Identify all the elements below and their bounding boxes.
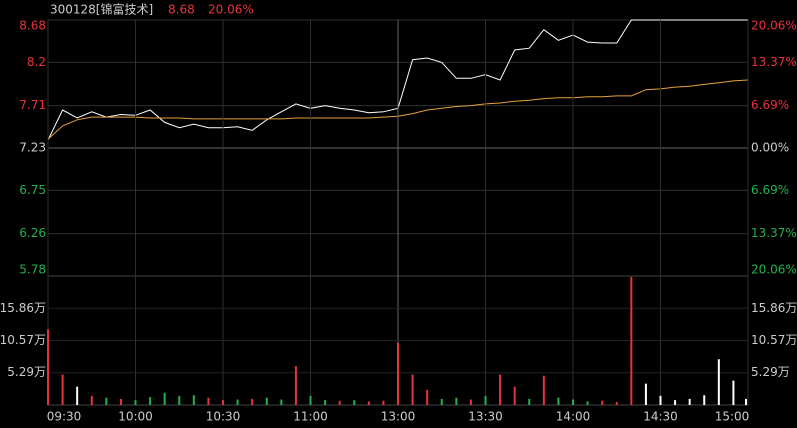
y-tick-label: 10.57万 xyxy=(0,333,46,347)
volume-bar xyxy=(251,398,254,405)
y-tick-label: 7.71 xyxy=(19,98,46,112)
volume-bar xyxy=(455,397,458,405)
volume-bar xyxy=(717,359,720,405)
volume-bar xyxy=(703,395,706,405)
volume-bar xyxy=(630,276,633,405)
volume-bar xyxy=(411,374,414,405)
volume-bar xyxy=(528,398,531,405)
y2-tick-label: 13.37% xyxy=(751,226,797,240)
volume-bar xyxy=(367,401,370,405)
y2-tick-label: 6.69% xyxy=(751,98,789,112)
volume-bar xyxy=(440,398,443,405)
volume-bar xyxy=(426,389,429,405)
x-tick-label: 11:00 xyxy=(293,410,328,424)
y-tick-label: 7.23 xyxy=(19,141,46,155)
volume-bar xyxy=(76,386,79,405)
volume-bar xyxy=(192,395,195,405)
volume-bar xyxy=(659,395,662,405)
volume-bar xyxy=(469,399,472,405)
volume-bar xyxy=(61,374,64,405)
volume-bar xyxy=(644,383,647,405)
x-tick-label: 15:00 xyxy=(715,410,750,424)
y-tick-label: 8.2 xyxy=(27,55,46,69)
volume-bar xyxy=(382,400,385,405)
volume-bar xyxy=(397,342,399,405)
x-tick-label: 14:00 xyxy=(556,410,591,424)
volume-bar xyxy=(222,400,224,405)
volume-bar xyxy=(557,397,560,405)
x-tick-label: 13:00 xyxy=(381,410,416,424)
volume-bar xyxy=(542,375,545,405)
x-tick-label: 14:30 xyxy=(643,410,678,424)
y2-tick-label: 20.06% xyxy=(751,263,797,277)
x-tick-label: 10:00 xyxy=(118,410,153,424)
y-tick-label: 15.86万 xyxy=(0,301,46,315)
y-tick-label: 6.26 xyxy=(19,226,46,240)
change-pct: 20.06% xyxy=(208,3,254,17)
volume-bar xyxy=(47,329,49,405)
y2-tick-label: 5.29万 xyxy=(751,365,790,379)
volume-bar xyxy=(236,399,239,405)
volume-bar xyxy=(732,380,735,405)
y2-tick-label: 20.06% xyxy=(751,19,797,33)
volume-bar xyxy=(745,398,747,405)
volume-bar xyxy=(207,397,210,405)
volume-bar xyxy=(324,400,327,405)
y2-tick-label: 0.00% xyxy=(751,141,789,155)
y-tick-label: 8.68 xyxy=(19,19,46,33)
x-tick-label: 13:30 xyxy=(468,410,503,424)
y-tick-label: 5.29万 xyxy=(7,365,46,379)
x-tick-label: 10:30 xyxy=(206,410,241,424)
volume-bar xyxy=(149,397,152,405)
volume-bar xyxy=(674,400,677,405)
volume-bar xyxy=(499,374,502,405)
volume-bar xyxy=(280,399,283,405)
x-tick-label: 09:30 xyxy=(47,410,82,424)
volume-bar xyxy=(338,400,341,405)
y2-tick-label: 15.86万 xyxy=(751,301,797,315)
volume-bar xyxy=(105,397,108,405)
volume-bar xyxy=(163,392,166,405)
y-tick-label: 6.75 xyxy=(19,183,46,197)
volume-bar xyxy=(90,395,93,405)
volume-bar xyxy=(134,400,137,405)
volume-bar xyxy=(294,365,297,405)
y2-tick-label: 10.57万 xyxy=(751,333,797,347)
volume-bar xyxy=(484,395,487,405)
last-price: 8.68 xyxy=(168,3,195,17)
volume-bar xyxy=(615,401,618,405)
volume-bar xyxy=(265,397,268,405)
y2-tick-label: 6.69% xyxy=(751,183,789,197)
volume-bar xyxy=(353,400,356,405)
volume-bar xyxy=(572,399,574,405)
volume-bar xyxy=(309,395,312,405)
stock-title: 300128[锦富技术] xyxy=(50,2,153,17)
volume-bar xyxy=(178,395,181,405)
y2-tick-label: 13.37% xyxy=(751,55,797,69)
volume-bar xyxy=(513,386,516,405)
volume-bar xyxy=(688,398,691,405)
volume-bar xyxy=(586,401,589,405)
y-tick-label: 5.78 xyxy=(19,263,46,277)
volume-bar xyxy=(601,400,604,405)
volume-bar xyxy=(119,398,122,405)
